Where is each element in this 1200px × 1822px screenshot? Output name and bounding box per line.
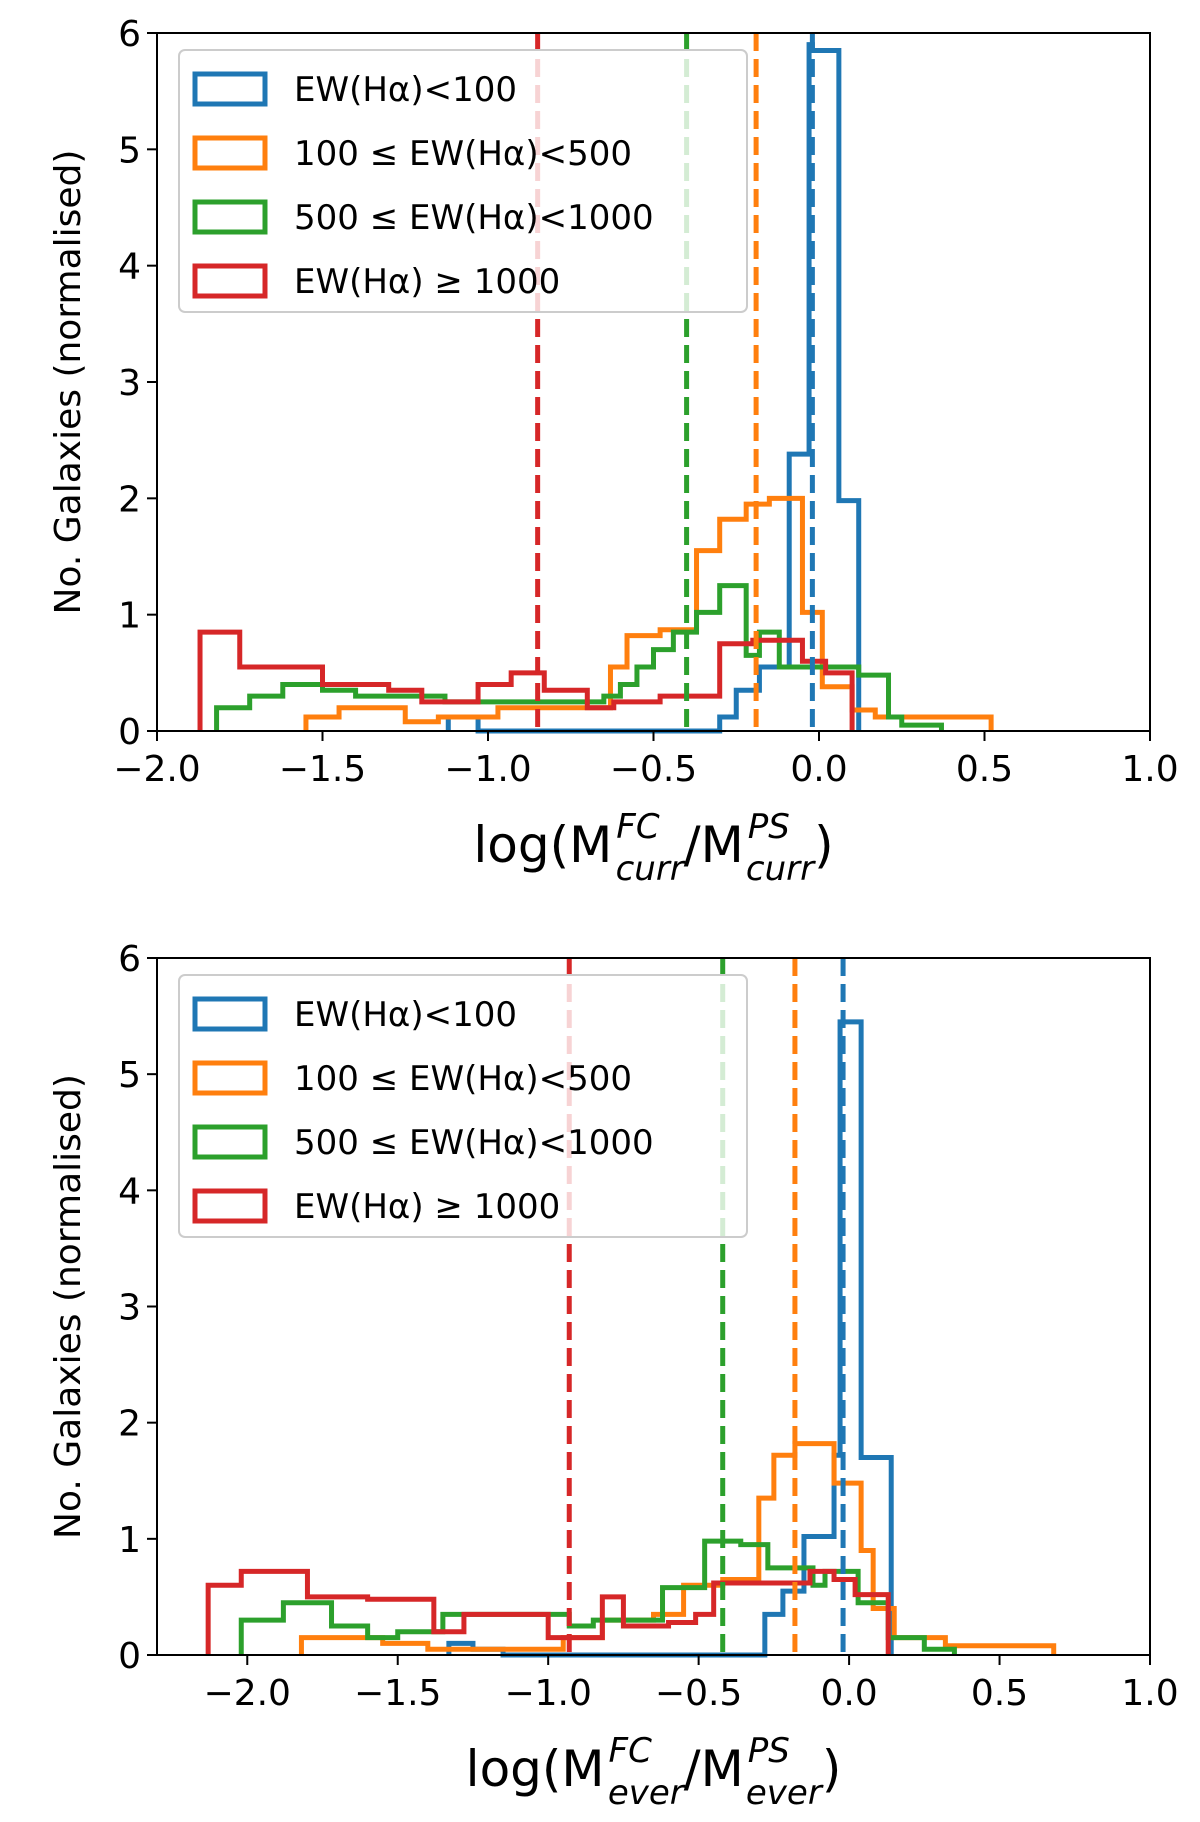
y-tick-label: 5 [118, 130, 141, 171]
y-tick-label: 1 [118, 1520, 141, 1561]
legend [178, 49, 748, 313]
histogram-green-panel-2 [238, 1538, 957, 1655]
x-tick-label: 0.5 [971, 1673, 1028, 1714]
x-tick-label: 0.0 [820, 1673, 877, 1714]
legend-swatch-green [192, 199, 268, 235]
y-axis-label: No. Galaxies (normalised) [48, 1074, 89, 1539]
x-tick-label: 1.0 [1121, 749, 1178, 790]
legend-swatch-orange [192, 135, 268, 171]
legend-swatch-blue [192, 996, 268, 1032]
legend-label-green: 500 ≤ EW(Hα)<1000 [294, 1123, 654, 1163]
y-tick-label: 0 [118, 1636, 141, 1677]
x-tick-label: 0.0 [790, 749, 847, 790]
x-tick-label: −2.0 [204, 1673, 291, 1714]
legend-label-orange: 100 ≤ EW(Hα)<500 [294, 1059, 632, 1099]
y-axis-label: No. Galaxies (normalised) [48, 150, 89, 615]
legend-swatch-blue [192, 71, 268, 107]
legend [178, 974, 748, 1238]
x-tick-label: 1.0 [1121, 1673, 1178, 1714]
legend-swatch-green [192, 1124, 268, 1160]
y-tick-label: 3 [118, 363, 141, 404]
y-tick-label: 6 [118, 14, 141, 55]
y-tick-label: 2 [118, 1404, 141, 1445]
chart-panel-1: −2.0 −1.5 −1.0 −0.5 0.0 0.5 1.0 0 1 2 3 4 5 6 No. Gala… [48, 14, 1179, 889]
legend-label-orange: 100 ≤ EW(Hα)<500 [294, 134, 632, 174]
x-tick-label: −1.5 [279, 749, 366, 790]
x-axis-label: log(M FC ever/M PS ever) [466, 1731, 842, 1813]
legend-label-red: EW(Hα) ≥ 1000 [294, 262, 560, 302]
x-tick-label: 0.5 [956, 749, 1013, 790]
legend-label-blue: EW(Hα)<100 [294, 70, 517, 110]
y-tick-label: 0 [118, 712, 141, 753]
y-tick-label: 6 [118, 939, 141, 980]
legend-swatch-red [192, 263, 268, 299]
y-tick-label: 3 [118, 1288, 141, 1329]
x-tick-label: −0.5 [655, 1673, 742, 1714]
legend-label-red: EW(Hα) ≥ 1000 [294, 1187, 560, 1227]
y-tick-label: 5 [118, 1055, 141, 1096]
y-tick-label: 2 [118, 479, 141, 520]
y-tick-label: 4 [118, 247, 141, 288]
legend-label-green: 500 ≤ EW(Hα)<1000 [294, 198, 654, 238]
histogram-green-panel-1 [214, 583, 944, 731]
x-tick-label: −0.5 [610, 749, 697, 790]
legend-label-blue: EW(Hα)<100 [294, 995, 517, 1035]
histogram-red-panel-2 [205, 1568, 891, 1655]
y-tick-label: 1 [118, 596, 141, 637]
y-tick-label: 4 [118, 1171, 141, 1212]
legend-swatch-red [192, 1188, 268, 1224]
chart-panel-2: −2.0 −1.5 −1.0 −0.5 0.0 0.5 1.0 0 1 2 3 4 5 6 No. Gala… [48, 939, 1179, 1813]
x-tick-label: −2.0 [113, 749, 200, 790]
x-tick-label: −1.5 [354, 1673, 441, 1714]
x-tick-label: −1.0 [444, 749, 531, 790]
x-tick-label: −1.0 [504, 1673, 591, 1714]
legend-swatch-orange [192, 1060, 268, 1096]
x-axis-label: log(M FC curr/M PS curr) [473, 807, 833, 889]
histogram-red-panel-1 [197, 629, 855, 731]
histogram-orange-panel-2 [298, 1441, 1057, 1655]
